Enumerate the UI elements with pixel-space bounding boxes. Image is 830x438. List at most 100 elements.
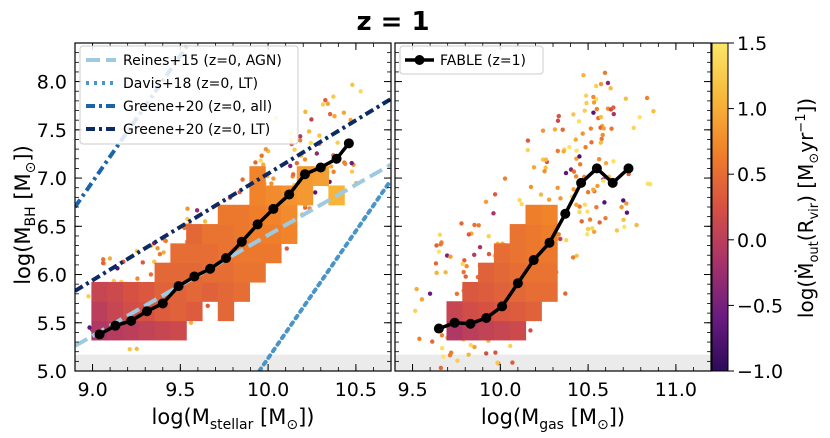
galaxy-point bbox=[155, 246, 160, 251]
galaxy-point bbox=[582, 108, 587, 113]
median-point bbox=[512, 278, 523, 289]
median-point bbox=[544, 237, 555, 248]
heatmap-bin bbox=[541, 204, 558, 225]
galaxy-point bbox=[240, 177, 245, 182]
galaxy-point bbox=[591, 94, 596, 100]
galaxy-point bbox=[594, 106, 600, 112]
median-point bbox=[110, 320, 121, 331]
galaxy-point bbox=[349, 169, 355, 174]
x-tick-label: 9.0 bbox=[77, 379, 107, 401]
galaxy-point bbox=[288, 163, 293, 169]
galaxy-point bbox=[439, 333, 445, 338]
heatmap-bin bbox=[509, 243, 527, 264]
galaxy-point bbox=[546, 197, 552, 202]
legend-label: Reines+15 (z=0, AGN) bbox=[123, 53, 282, 69]
heatmap-bin bbox=[154, 320, 171, 341]
heatmap-bin bbox=[493, 243, 511, 264]
galaxy-point bbox=[477, 244, 483, 250]
galaxy-point bbox=[590, 226, 595, 231]
x-axis-label-left: log(Mstellar [M⊙]) bbox=[152, 405, 315, 433]
galaxy-point bbox=[619, 204, 624, 210]
median-point bbox=[189, 271, 200, 282]
galaxy-point bbox=[297, 138, 303, 143]
heatmap-bin bbox=[525, 204, 542, 225]
median-point bbox=[299, 169, 310, 180]
right-median-line bbox=[433, 163, 634, 334]
y-tick-label: 7.0 bbox=[37, 168, 67, 190]
galaxy-point bbox=[591, 187, 596, 192]
median-point bbox=[315, 162, 326, 173]
galaxy-point bbox=[430, 339, 435, 344]
galaxy-point bbox=[591, 229, 597, 234]
galaxy-point bbox=[574, 253, 579, 258]
heatmap-bin bbox=[217, 281, 235, 302]
galaxy-point bbox=[439, 345, 445, 351]
galaxy-point bbox=[466, 352, 471, 357]
y-tick-label: 5.0 bbox=[37, 361, 67, 383]
heatmap-bin bbox=[122, 301, 140, 322]
figure-title: z = 1 bbox=[356, 7, 429, 37]
heatmap-bin bbox=[170, 243, 187, 264]
heatmap-bin bbox=[107, 281, 124, 302]
heatmap-bin bbox=[186, 243, 203, 264]
galaxy-point bbox=[585, 190, 591, 195]
heatmap-bin bbox=[201, 243, 219, 264]
colorbar: 1.5 1.0 0.5 0.0 −0.5 −1.0 log(Ṁout(Rvir) [M⊙y… bbox=[711, 33, 822, 383]
median-point bbox=[205, 263, 216, 274]
galaxy-point bbox=[502, 176, 508, 181]
galaxy-point bbox=[317, 133, 322, 138]
galaxy-point bbox=[631, 125, 636, 131]
heatmap-bin bbox=[493, 320, 511, 341]
galaxy-point bbox=[555, 185, 560, 191]
legend-marker bbox=[414, 55, 425, 65]
galaxy-point bbox=[263, 146, 269, 152]
heatmap-bin bbox=[186, 224, 203, 244]
colorbar-tick-label: 0.5 bbox=[737, 164, 767, 186]
galaxy-point bbox=[528, 184, 534, 190]
heatmap-bin bbox=[186, 301, 203, 322]
left-legend: Reines+15 (z=0, AGN) Davis+18 (z=0, LT) Gr… bbox=[79, 45, 299, 145]
heatmap-bin bbox=[265, 243, 282, 264]
galaxy-point bbox=[571, 169, 577, 174]
legend-label: FABLE (z=1) bbox=[440, 53, 526, 69]
relation-line bbox=[257, 177, 391, 371]
heatmap-bin bbox=[493, 281, 511, 302]
galaxy-point bbox=[599, 136, 604, 142]
galaxy-point bbox=[101, 257, 106, 262]
heatmap-bin bbox=[91, 301, 108, 322]
galaxy-point bbox=[185, 206, 190, 211]
relation-line bbox=[75, 162, 391, 348]
galaxy-point bbox=[433, 261, 439, 266]
x-tick-label: 10.0 bbox=[479, 379, 521, 401]
galaxy-point bbox=[327, 111, 333, 117]
galaxy-point bbox=[419, 297, 425, 302]
median-point bbox=[236, 236, 247, 247]
colorbar-tick-label: 0.0 bbox=[737, 230, 767, 252]
galaxy-point bbox=[306, 129, 312, 134]
galaxy-point bbox=[595, 183, 600, 189]
galaxy-point bbox=[555, 148, 560, 154]
galaxy-point bbox=[558, 236, 563, 242]
galaxy-point bbox=[417, 336, 422, 342]
heatmap-bin bbox=[541, 262, 558, 283]
galaxy-point bbox=[579, 219, 584, 224]
galaxy-point bbox=[587, 217, 593, 222]
galaxy-point bbox=[580, 131, 585, 136]
galaxy-point bbox=[542, 169, 547, 174]
heatmap-bin bbox=[170, 320, 187, 341]
galaxy-point bbox=[560, 127, 565, 132]
galaxy-point bbox=[454, 291, 460, 296]
galaxy-point bbox=[107, 256, 113, 261]
median-point bbox=[560, 208, 571, 219]
galaxy-point bbox=[591, 100, 597, 105]
galaxy-point bbox=[302, 157, 308, 162]
heatmap-bin bbox=[462, 281, 479, 302]
galaxy-point bbox=[294, 160, 300, 166]
galaxy-point bbox=[148, 272, 154, 277]
galaxy-point bbox=[600, 132, 605, 138]
heatmap-bin bbox=[509, 320, 527, 341]
left-panel: 9.0 9.5 10.0 10.5 5.0 5.5 6.0 6.5 7.0 7.5 8.0 Rein… bbox=[37, 42, 392, 401]
galaxy-point bbox=[577, 162, 583, 167]
median-point bbox=[252, 219, 263, 230]
galaxy-point bbox=[472, 222, 477, 228]
